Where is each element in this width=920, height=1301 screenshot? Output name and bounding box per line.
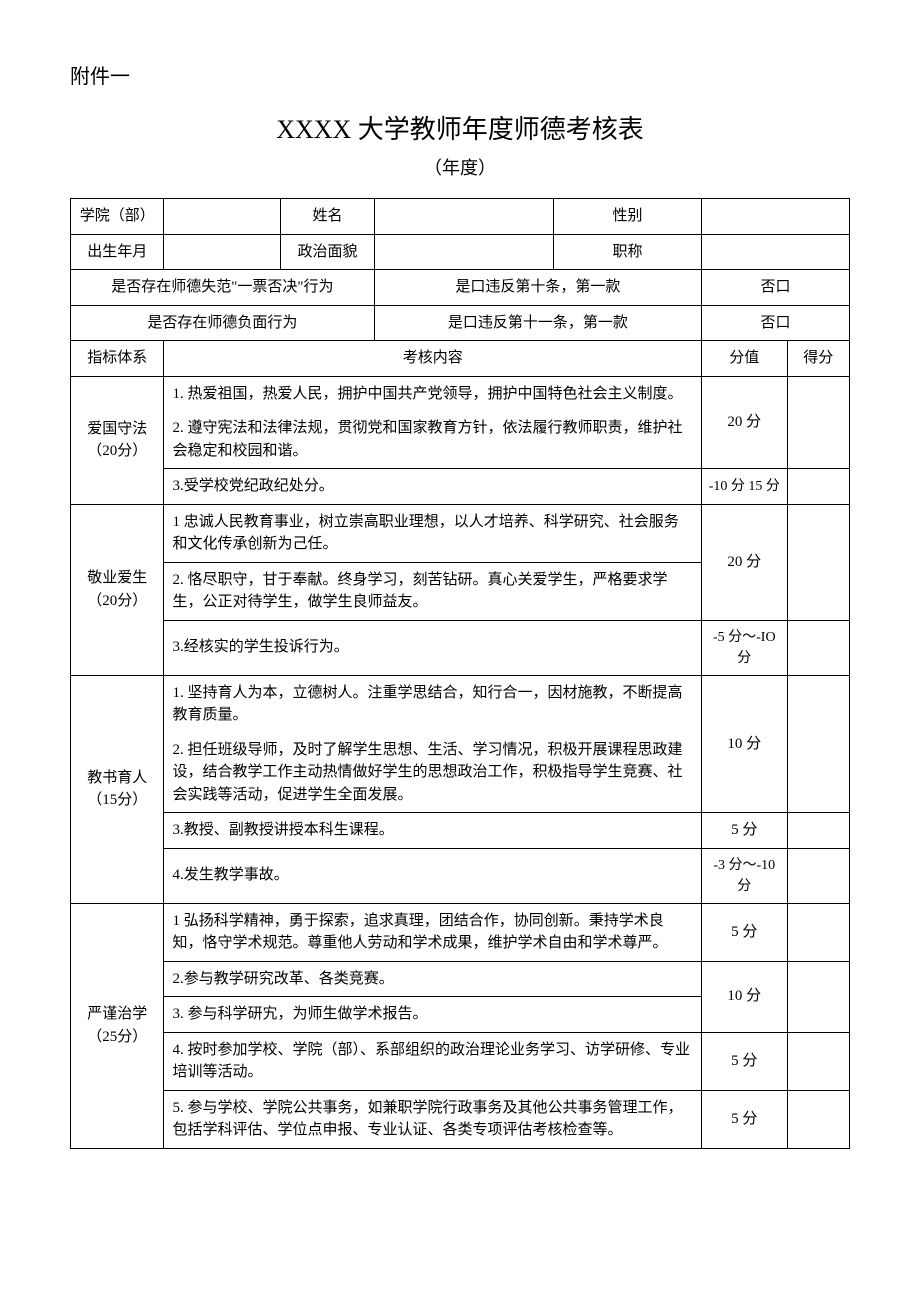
- cat1-score3: -10 分 15 分: [701, 469, 787, 505]
- table-row: 3.经核实的学生投诉行为。 -5 分〜-IO 分: [71, 620, 850, 675]
- label-birth: 出生年月: [71, 234, 164, 270]
- cat4-score23: 10 分: [701, 961, 787, 1032]
- cat2-got12[interactable]: [787, 504, 849, 620]
- cat2-item3: 3.经核实的学生投诉行为。: [164, 620, 701, 675]
- veto-q1: 是否存在师德失范"一票否决"行为: [71, 270, 375, 306]
- attachment-label: 附件一: [70, 60, 850, 89]
- cat3-item4: 4.发生教学事故。: [164, 848, 701, 903]
- veto-yes1: 是口违反第十条，第一款: [374, 270, 701, 306]
- cat4-item1: 1 弘扬科学精神，勇于探索，追求真理，团结合作，协同创新。秉持学术良知，恪守学术…: [164, 903, 701, 961]
- veto-no2: 否口: [701, 305, 849, 341]
- table-row: 爱国守法（20分） 1. 热爱祖国，热爱人民，拥护中国共产党领导，拥护中国特色社…: [71, 376, 850, 411]
- field-political[interactable]: [374, 234, 553, 270]
- cat1-item1: 1. 热爱祖国，热爱人民，拥护中国共产党领导，拥护中国特色社会主义制度。: [164, 376, 701, 411]
- cat4-got23[interactable]: [787, 961, 849, 1032]
- cat1-score12: 20 分: [701, 376, 787, 469]
- table-row: 是否存在师德负面行为 是口违反第十一条，第一款 否口: [71, 305, 850, 341]
- field-birth[interactable]: [164, 234, 281, 270]
- label-political: 政治面貌: [281, 234, 374, 270]
- cat1-item3: 3.受学校党纪政纪处分。: [164, 469, 701, 505]
- table-row: 是否存在师德失范"一票否决"行为 是口违反第十条，第一款 否口: [71, 270, 850, 306]
- table-row: 指标体系 考核内容 分值 得分: [71, 341, 850, 377]
- cat2-got3[interactable]: [787, 620, 849, 675]
- cat1-got3[interactable]: [787, 469, 849, 505]
- th-content: 考核内容: [164, 341, 701, 377]
- table-row: 学院（部） 姓名 性别: [71, 199, 850, 235]
- cat3-got12[interactable]: [787, 675, 849, 813]
- cat3-name: 教书育人（15分）: [71, 675, 164, 903]
- evaluation-table: 学院（部） 姓名 性别 出生年月 政治面貌 职称 是否存在师德失范"一票否决"行…: [70, 198, 850, 1149]
- cat2-score12: 20 分: [701, 504, 787, 620]
- table-row: 2.参与教学研究改革、各类竞赛。 10 分: [71, 961, 850, 997]
- field-title[interactable]: [701, 234, 849, 270]
- cat3-score4: -3 分〜-10 分: [701, 848, 787, 903]
- cat4-item5: 5. 参与学校、学院公共事务，如兼职学院行政事务及其他公共事务管理工作，包括学科…: [164, 1090, 701, 1148]
- cat4-got5[interactable]: [787, 1090, 849, 1148]
- label-gender: 性别: [553, 199, 701, 235]
- cat4-score4: 5 分: [701, 1032, 787, 1090]
- th-indicator: 指标体系: [71, 341, 164, 377]
- cat3-got3[interactable]: [787, 813, 849, 849]
- th-got: 得分: [787, 341, 849, 377]
- cat1-item2: 2. 遵守宪法和法律法规，贯彻党和国家教育方针，依法履行教师职责，维护社会稳定和…: [164, 411, 701, 469]
- label-college: 学院（部）: [71, 199, 164, 235]
- table-row: 4. 按时参加学校、学院（部）、系部组织的政治理论业务学习、访学研修、专业培训等…: [71, 1032, 850, 1090]
- cat3-item2: 2. 担任班级导师，及时了解学生思想、生活、学习情况，积极开展课程思政建设，结合…: [164, 733, 701, 813]
- cat3-got4[interactable]: [787, 848, 849, 903]
- cat2-item2: 2. 恪尽职守，甘于奉献。终身学习，刻苦钻研。真心关爱学生，严格要求学生，公正对…: [164, 562, 701, 620]
- field-gender[interactable]: [701, 199, 849, 235]
- cat4-item2: 2.参与教学研究改革、各类竞赛。: [164, 961, 701, 997]
- cat3-item3: 3.教授、副教授讲授本科生课程。: [164, 813, 701, 849]
- cat2-name: 敬业爱生（20分）: [71, 504, 164, 675]
- cat4-item4: 4. 按时参加学校、学院（部）、系部组织的政治理论业务学习、访学研修、专业培训等…: [164, 1032, 701, 1090]
- field-name[interactable]: [374, 199, 553, 235]
- cat4-name: 严谨治学（25分）: [71, 903, 164, 1148]
- table-row: 5. 参与学校、学院公共事务，如兼职学院行政事务及其他公共事务管理工作，包括学科…: [71, 1090, 850, 1148]
- cat3-score3: 5 分: [701, 813, 787, 849]
- cat3-score12: 10 分: [701, 675, 787, 813]
- cat2-item1: 1 忠诚人民教育事业，树立崇高职业理想，以人才培养、科学研究、社会服务和文化传承…: [164, 504, 701, 562]
- field-college[interactable]: [164, 199, 281, 235]
- veto-yes2: 是口违反第十一条，第一款: [374, 305, 701, 341]
- page-subtitle: （年度）: [70, 154, 850, 180]
- cat1-got12[interactable]: [787, 376, 849, 469]
- veto-no1: 否口: [701, 270, 849, 306]
- cat3-item1: 1. 坚持育人为本，立德树人。注重学思结合，知行合一，因材施教，不断提高教育质量…: [164, 675, 701, 733]
- table-row: 教书育人（15分） 1. 坚持育人为本，立德树人。注重学思结合，知行合一，因材施…: [71, 675, 850, 733]
- cat4-score1: 5 分: [701, 903, 787, 961]
- table-row: 3.教授、副教授讲授本科生课程。 5 分: [71, 813, 850, 849]
- page-title: XXXX 大学教师年度师德考核表: [70, 109, 850, 146]
- table-row: 3.受学校党纪政纪处分。 -10 分 15 分: [71, 469, 850, 505]
- cat4-got1[interactable]: [787, 903, 849, 961]
- veto-q2: 是否存在师德负面行为: [71, 305, 375, 341]
- cat2-score3: -5 分〜-IO 分: [701, 620, 787, 675]
- table-row: 4.发生教学事故。 -3 分〜-10 分: [71, 848, 850, 903]
- cat4-item3: 3. 参与科学研宄，为师生做学术报告。: [164, 997, 701, 1033]
- cat1-name: 爱国守法（20分）: [71, 376, 164, 504]
- label-title: 职称: [553, 234, 701, 270]
- cat4-got4[interactable]: [787, 1032, 849, 1090]
- label-name: 姓名: [281, 199, 374, 235]
- th-score: 分值: [701, 341, 787, 377]
- table-row: 出生年月 政治面貌 职称: [71, 234, 850, 270]
- table-row: 严谨治学（25分） 1 弘扬科学精神，勇于探索，追求真理，团结合作，协同创新。秉…: [71, 903, 850, 961]
- cat4-score5: 5 分: [701, 1090, 787, 1148]
- table-row: 敬业爱生（20分） 1 忠诚人民教育事业，树立崇高职业理想，以人才培养、科学研究…: [71, 504, 850, 562]
